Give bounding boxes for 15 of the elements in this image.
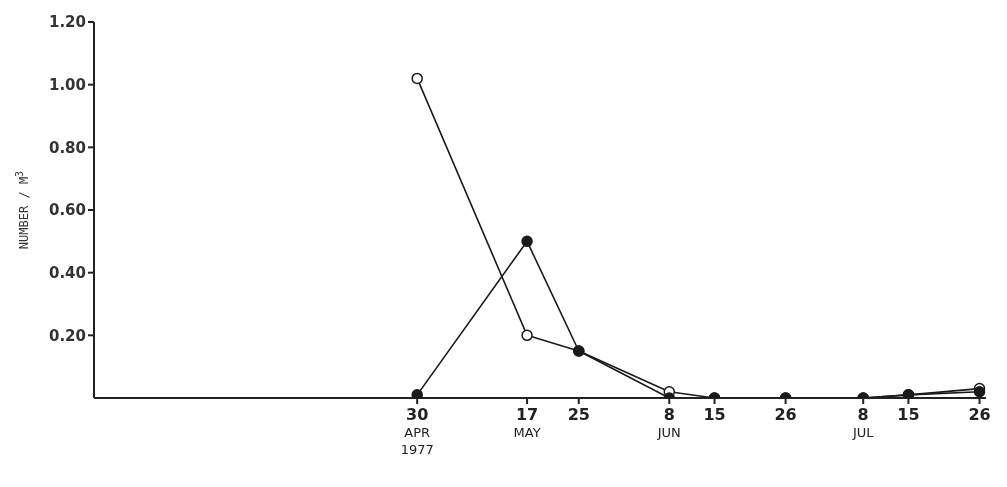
x-tick-label: 8 JUL <box>851 405 875 440</box>
y-tick-label: 1.00 <box>48 75 86 94</box>
y-tick-label: 0.80 <box>48 138 86 157</box>
y-tick-label: 0.40 <box>48 263 86 282</box>
x-tick-label: 15 <box>897 405 920 424</box>
x-tick-label: 26 <box>774 405 797 424</box>
y-tick-label: 0.20 <box>48 326 86 345</box>
y-tick-label: 1.20 <box>48 13 86 32</box>
x-tick-label: 15 <box>703 405 726 424</box>
x-tick-label: 17 MAY <box>513 405 541 440</box>
x-tick-label: 30 APR 1977 <box>400 405 434 457</box>
y-tick-label: 0.60 <box>48 201 86 220</box>
x-tick-label: 25 <box>567 405 590 424</box>
x-tick-label: 8 JUN <box>656 405 681 440</box>
x-tick-label: 26 <box>968 405 991 424</box>
